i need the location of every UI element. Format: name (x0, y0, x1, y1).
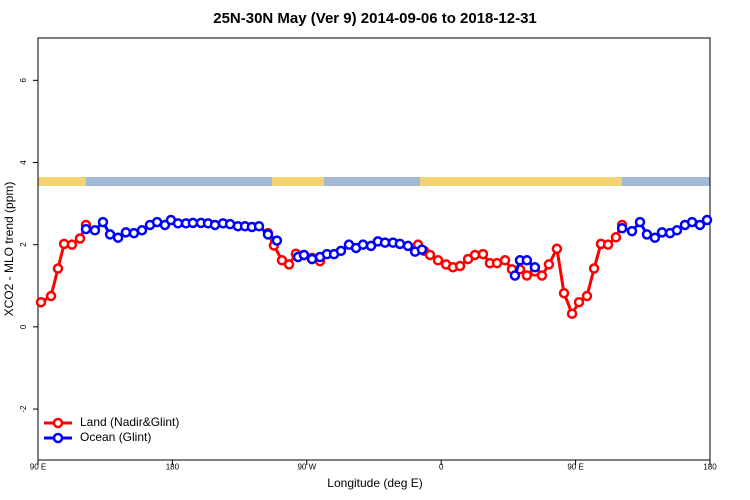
point (529, 262, 541, 273)
point (271, 235, 283, 246)
point (35, 296, 47, 308)
x-tick-label: 0 (439, 463, 444, 472)
point (454, 260, 466, 272)
x-tick-label: 180 (166, 463, 180, 472)
point (610, 232, 622, 243)
point (543, 259, 555, 270)
land-strip (38, 177, 86, 186)
x-axis-label: Longitude (deg E) (327, 476, 422, 490)
point (671, 225, 683, 236)
point (209, 219, 221, 231)
point (602, 239, 614, 250)
plot-frame (37, 37, 711, 461)
point (424, 249, 436, 261)
y-tick-label: 0 (19, 324, 28, 329)
x-tick-label: 180 (703, 463, 717, 472)
legend-label: Ocean (Glint) (80, 430, 151, 444)
y-tick-label: 6 (19, 78, 28, 83)
point (551, 243, 563, 255)
point (298, 249, 310, 261)
ocean-strip (38, 177, 710, 186)
point (80, 223, 92, 235)
point (253, 220, 265, 232)
y-axis-label: XCO2 - MLO trend (ppm) (2, 182, 16, 317)
point (283, 259, 295, 270)
chart-title: 25N-30N May (Ver 9) 2014-09-06 to 2018-1… (213, 10, 537, 27)
point (581, 290, 593, 302)
point (306, 253, 318, 265)
point (112, 232, 124, 243)
x-tick-label: 90 E (30, 463, 46, 472)
y-tick-label: -2 (19, 405, 28, 413)
point (402, 240, 414, 252)
point (136, 225, 148, 236)
point (521, 270, 533, 281)
point (694, 219, 706, 231)
point (499, 255, 511, 266)
point (97, 216, 109, 228)
point (656, 227, 668, 238)
point (701, 214, 713, 226)
point (89, 225, 101, 236)
land-strip (420, 177, 622, 186)
series (80, 214, 713, 281)
point (120, 227, 132, 238)
point (616, 222, 628, 234)
point (335, 245, 347, 257)
point (588, 263, 600, 274)
legend-marker (52, 417, 64, 429)
point (649, 232, 661, 243)
x-tick-label: 90 W (297, 463, 316, 472)
surface-strip (38, 177, 710, 186)
point (74, 233, 86, 244)
point (432, 255, 444, 266)
point (469, 249, 481, 261)
point (509, 270, 521, 281)
point (521, 255, 533, 266)
point (573, 296, 585, 308)
land-strip (272, 177, 324, 186)
point (634, 216, 646, 228)
point (477, 248, 489, 260)
legend-label: Land (Nadir&Glint) (80, 415, 179, 429)
point (52, 263, 64, 274)
y-tick-label: 2 (19, 242, 28, 247)
point (536, 270, 548, 281)
point (566, 308, 578, 319)
point (394, 238, 406, 250)
point (626, 225, 638, 237)
point (262, 229, 274, 240)
point (558, 287, 570, 299)
x-tick-label: 90 E (567, 463, 583, 472)
point (365, 240, 377, 252)
point (66, 239, 78, 250)
point (416, 244, 428, 255)
y-tick-label: 4 (19, 160, 28, 165)
legend-marker (52, 432, 64, 444)
point (45, 290, 57, 302)
point (357, 239, 369, 250)
